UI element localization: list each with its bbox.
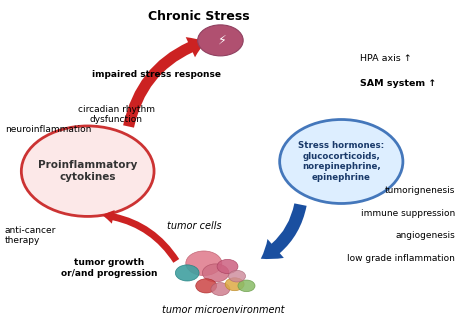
Text: anti-cancer
therapy: anti-cancer therapy [5,226,56,245]
Text: tumorignenesis: tumorignenesis [385,186,455,195]
Text: low grade inflammation: low grade inflammation [347,254,455,263]
Text: neuroinflammation: neuroinflammation [5,125,91,134]
Text: Chronic Stress: Chronic Stress [148,10,250,23]
Circle shape [225,278,244,291]
Text: tumor cells: tumor cells [167,221,222,231]
Circle shape [175,265,199,281]
Circle shape [211,283,230,296]
Circle shape [196,279,217,293]
Text: tumor microenvironment: tumor microenvironment [162,305,284,315]
Text: ⚡: ⚡ [219,34,227,47]
Text: Proinflammatory
cytokines: Proinflammatory cytokines [38,161,137,182]
Circle shape [202,264,229,282]
Circle shape [21,126,154,216]
Circle shape [228,270,246,282]
Text: circadian rhythm
dysfunction: circadian rhythm dysfunction [78,105,155,124]
Circle shape [217,259,238,274]
Circle shape [186,251,222,276]
Text: Stress hormones:
glucocorticoids,
norepinephrine,
epinephrine: Stress hormones: glucocorticoids, norepi… [298,141,384,182]
Circle shape [238,280,255,292]
Text: impaired stress response: impaired stress response [92,70,221,79]
Text: SAM system ↑: SAM system ↑ [360,79,437,89]
FancyArrowPatch shape [123,37,206,128]
FancyArrowPatch shape [261,203,307,259]
Circle shape [198,25,243,56]
FancyArrowPatch shape [102,210,179,263]
Text: HPA axis ↑: HPA axis ↑ [360,54,412,63]
Text: tumor growth
or/and progression: tumor growth or/and progression [61,258,157,278]
Text: angiogenesis: angiogenesis [395,231,455,240]
Circle shape [280,120,403,203]
Text: immune suppression: immune suppression [361,209,455,218]
